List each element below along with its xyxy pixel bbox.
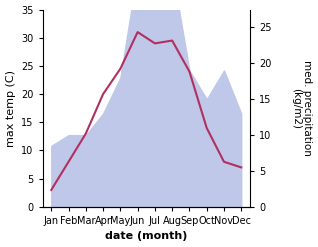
Y-axis label: max temp (C): max temp (C): [5, 70, 16, 147]
X-axis label: date (month): date (month): [105, 231, 187, 242]
Y-axis label: med. precipitation
(kg/m2): med. precipitation (kg/m2): [291, 60, 313, 156]
